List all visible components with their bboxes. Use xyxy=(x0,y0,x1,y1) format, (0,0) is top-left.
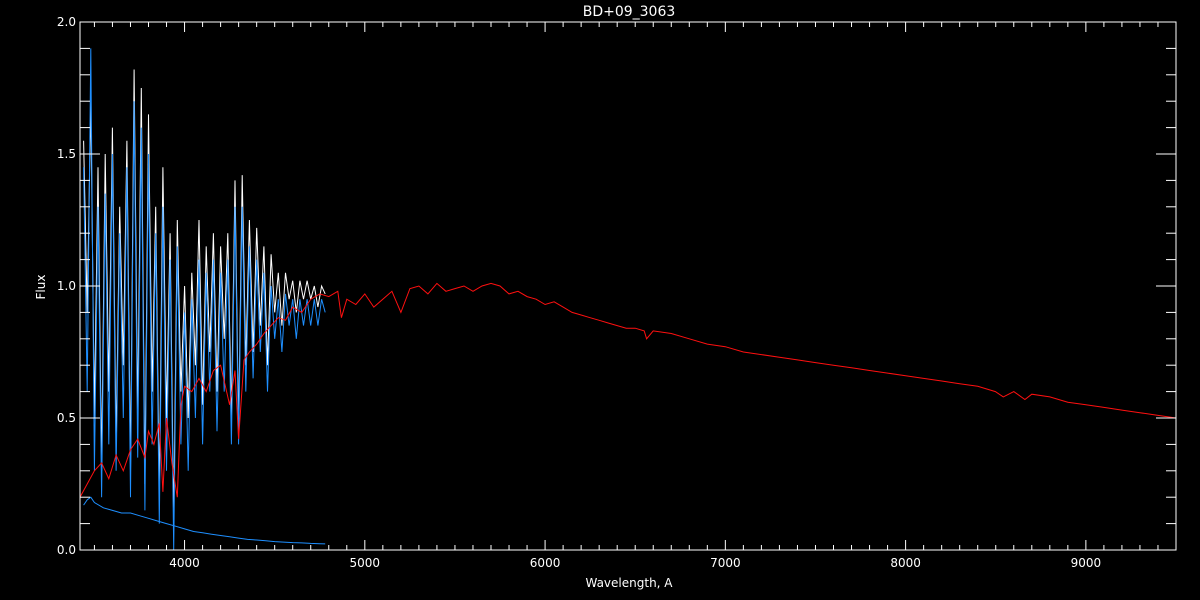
series-line-2 xyxy=(83,48,326,550)
x-tick-label: 6000 xyxy=(530,556,561,570)
x-tick-label: 5000 xyxy=(350,556,381,570)
chart-title: BD+09_3063 xyxy=(583,4,676,20)
y-axis-title: Flux xyxy=(34,275,48,300)
series-layer xyxy=(80,48,1176,550)
y-tick-label: 1.5 xyxy=(57,147,76,161)
series-line-4 xyxy=(83,496,326,545)
x-axis-title: Wavelength, A xyxy=(585,576,673,590)
x-tick-label: 7000 xyxy=(710,556,741,570)
y-tick-label: 1.0 xyxy=(57,279,76,293)
x-tick-label: 4000 xyxy=(169,556,200,570)
y-tick-label: 0.0 xyxy=(57,543,76,557)
x-tick-label: 9000 xyxy=(1071,556,1102,570)
series-line-3 xyxy=(80,282,1176,498)
series-line-1 xyxy=(83,69,326,524)
y-tick-label: 2.0 xyxy=(57,15,76,29)
y-tick-label: 0.5 xyxy=(57,411,76,425)
axes-layer: 4000 5000 6000 7000 8000 9000 0.0 0.5 1.0 1.5 2.0 xyxy=(57,15,1177,570)
x-tick-label: 8000 xyxy=(890,556,921,570)
